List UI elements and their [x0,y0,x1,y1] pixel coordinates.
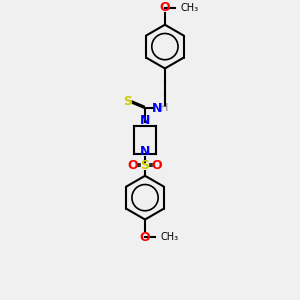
Text: CH₃: CH₃ [181,3,199,13]
Text: O: O [128,159,138,172]
Text: N: N [140,114,150,127]
Text: O: O [140,231,150,244]
Text: S: S [140,159,149,172]
Text: N: N [140,146,150,158]
Text: CH₃: CH₃ [161,232,179,242]
Text: N: N [152,102,162,115]
Text: O: O [152,159,162,172]
Text: S: S [123,95,132,108]
Text: O: O [160,1,170,14]
Text: H: H [160,103,168,113]
